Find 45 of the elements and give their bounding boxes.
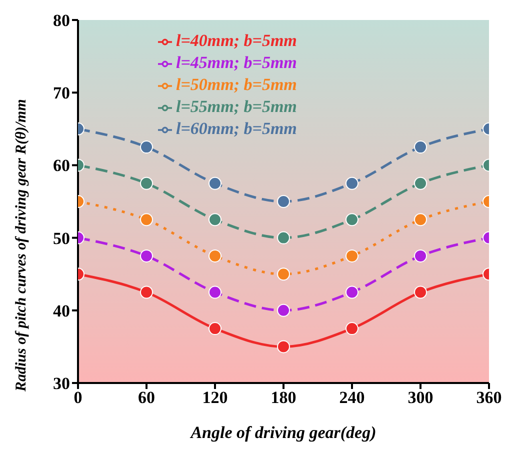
y-tick-label: 40 — [53, 301, 70, 320]
point — [208, 249, 222, 262]
point — [414, 176, 427, 190]
x-axis-title: Angle of driving gear(deg) — [190, 423, 376, 442]
y-tick-label: 80 — [53, 11, 70, 30]
point — [208, 213, 222, 226]
point — [346, 213, 358, 226]
x-tick-label: 300 — [408, 388, 434, 408]
x-tick-label: 120 — [202, 388, 228, 408]
legend-label: l=60mm; b=5mm — [176, 119, 297, 138]
point — [346, 249, 358, 262]
point — [208, 286, 222, 299]
point — [208, 322, 222, 336]
y-tick-label: 50 — [53, 228, 70, 248]
point — [140, 140, 153, 154]
x-tick-label: 60 — [138, 388, 155, 408]
point — [346, 286, 358, 299]
point — [277, 268, 290, 281]
point — [277, 231, 290, 244]
point — [208, 176, 222, 190]
point — [277, 304, 290, 317]
legend-label: l=45mm; b=5mm — [176, 53, 297, 72]
point — [277, 195, 290, 208]
point — [140, 286, 153, 299]
y-tick-label: 30 — [53, 374, 70, 394]
point — [140, 249, 153, 262]
x-tick-label: 240 — [339, 388, 365, 408]
y-tick-label: 60 — [53, 156, 70, 176]
point — [346, 176, 358, 190]
point — [414, 140, 427, 154]
x-tick-label: 0 — [74, 388, 82, 408]
point — [346, 322, 358, 336]
x-tick-label: 360 — [476, 388, 502, 408]
y-tick-label: 70 — [53, 84, 70, 103]
x-tick-label: 180 — [270, 388, 296, 408]
legend-label: l=55mm; b=5mm — [176, 97, 297, 116]
legend-label: l=40mm; b=5mm — [176, 31, 297, 50]
point — [140, 176, 153, 190]
point — [414, 213, 427, 226]
point — [277, 340, 290, 354]
point — [140, 213, 153, 226]
point — [414, 249, 427, 262]
point — [414, 286, 427, 299]
y-axis-title: Radius of pitch curves of driving gear R(θ)/mm — [13, 99, 30, 392]
legend-label: l=50mm; b=5mm — [176, 75, 297, 94]
